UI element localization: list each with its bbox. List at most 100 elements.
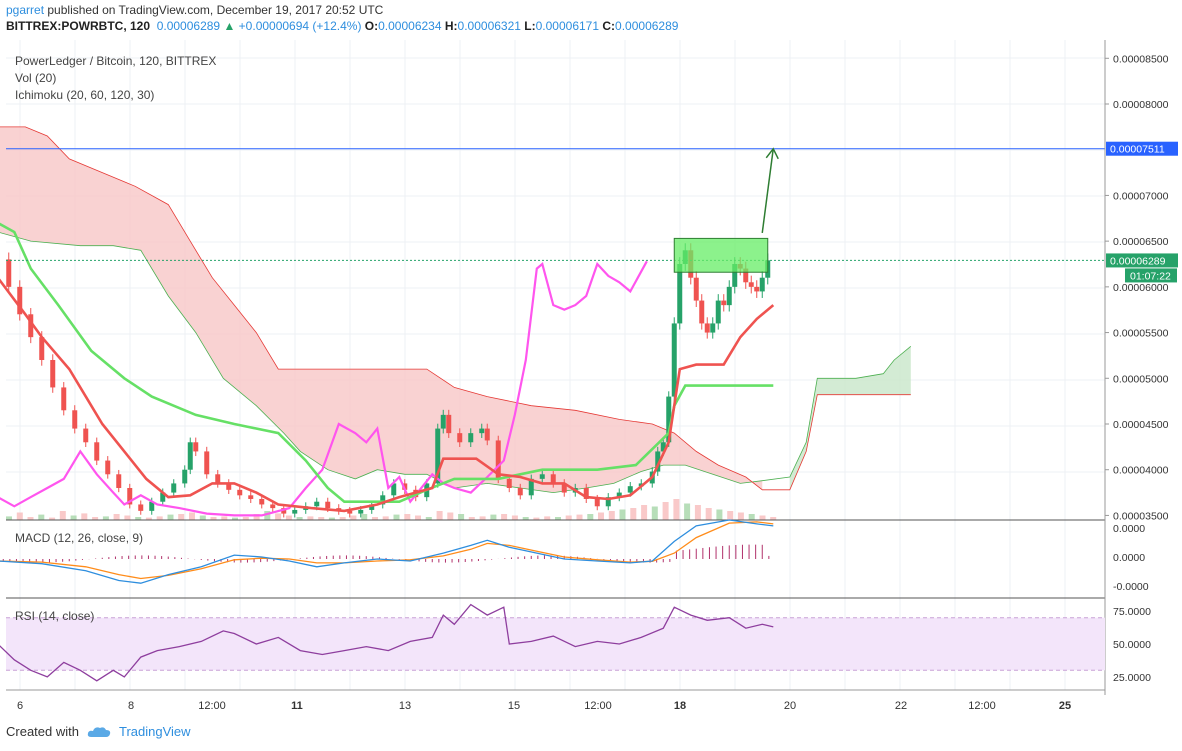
volume-bar — [307, 516, 314, 520]
candle-body — [517, 488, 523, 496]
time-tick-label: 11 — [291, 700, 303, 712]
volume-bar — [199, 515, 206, 520]
price-tick-label: 0.00003500 — [1113, 510, 1169, 522]
main-legend-entry: Vol (20) — [15, 71, 56, 85]
candle-body — [605, 497, 611, 507]
volume-bar — [275, 513, 282, 520]
author-link[interactable]: pgarret — [6, 3, 45, 17]
publisher-line: pgarret published on TradingView.com, De… — [6, 2, 383, 18]
candle-body — [380, 495, 386, 505]
candle-body — [160, 492, 166, 502]
price-tick-label: 0.00005500 — [1113, 328, 1169, 340]
change-value: +0.00000694 (+12.4%) — [238, 19, 362, 33]
candle-body — [28, 314, 34, 338]
rsi-tick-label: 75.0000 — [1113, 606, 1151, 618]
volume-bar — [490, 514, 497, 520]
resistance-price-label: 0.00007511 — [1110, 144, 1165, 156]
volume-bar — [210, 517, 217, 520]
candle-body — [204, 451, 210, 475]
time-tick-label: 13 — [399, 700, 411, 712]
candle-body — [484, 428, 490, 441]
rsi-tick-label: 25.0000 — [1113, 672, 1151, 684]
volume-bar — [630, 508, 637, 520]
main-legend-entry: Ichimoku (20, 60, 120, 30) — [15, 88, 154, 102]
time-tick-label: 18 — [674, 700, 686, 712]
price-tick-label: 0.00006000 — [1113, 282, 1169, 294]
chart-canvas[interactable]: 0.00008500 0.00008000 0.00007511 0.00007000… — [0, 40, 1182, 720]
ichimoku-cloud-bearish — [0, 126, 763, 493]
candle-body — [435, 428, 441, 484]
tradingview-brand-link[interactable]: TradingView — [118, 724, 191, 739]
ichimoku-cloud-bullish — [789, 346, 911, 490]
volume-bar — [684, 503, 691, 520]
candle-body — [72, 410, 78, 429]
published-text: published on TradingView.com, December 1… — [47, 3, 384, 17]
candle-body — [193, 442, 199, 452]
low-value: 0.00006171 — [535, 19, 600, 33]
close-value: 0.00006289 — [615, 19, 679, 33]
volume-bar — [328, 517, 335, 520]
volume-bar — [81, 513, 88, 520]
candle-body — [561, 483, 567, 493]
time-tick-label: 15 — [508, 700, 520, 712]
candle-body — [655, 451, 661, 472]
volume-bar — [264, 511, 271, 520]
candle-body — [237, 489, 243, 496]
time-tick-label: 12:00 — [968, 700, 996, 712]
macd-tick-label: 0.0000 — [1113, 523, 1145, 535]
volume-bar — [447, 512, 454, 520]
candle-body — [671, 323, 677, 397]
volume-bar — [727, 511, 734, 520]
time-tick-label: 25 — [1059, 700, 1071, 712]
candle-body — [732, 264, 738, 287]
candle-body — [116, 474, 122, 488]
candle-body — [715, 300, 721, 324]
time-tick-label: 12:00 — [584, 700, 612, 712]
volume-bar — [59, 511, 66, 520]
low-label: L: — [524, 19, 536, 33]
volume-bar — [576, 514, 583, 520]
volume-bar — [318, 517, 325, 520]
candle-body — [358, 509, 364, 514]
symbol-label: BITTREX:POWRBTC, 120 — [6, 19, 151, 33]
candle-body — [50, 360, 56, 388]
footer: Created with TradingView — [6, 724, 191, 739]
volume-bar — [253, 514, 260, 520]
candle-body — [105, 460, 111, 475]
up-arrow-icon: ▲ — [223, 19, 236, 33]
candle-body — [748, 282, 754, 287]
candle-body — [171, 483, 177, 493]
candle-body — [457, 433, 463, 443]
volume-bar — [458, 514, 465, 520]
volume-bar — [221, 516, 228, 520]
volume-bar — [102, 516, 109, 520]
candle-body — [550, 474, 556, 484]
high-value: 0.00006321 — [457, 19, 521, 33]
volume-bar — [339, 517, 346, 520]
candle-body — [127, 488, 133, 505]
last-price-label: 0.00006289 — [1110, 255, 1166, 267]
volume-bar — [404, 514, 411, 520]
volume-bar — [16, 512, 23, 520]
price-tick-label: 0.00006500 — [1113, 236, 1169, 248]
candle-body — [528, 478, 534, 496]
volume-bar — [468, 517, 475, 520]
volume-bar — [113, 514, 120, 520]
candle-body — [270, 504, 276, 509]
price-tick-label: 0.00004500 — [1113, 419, 1169, 431]
candle-body — [495, 440, 501, 479]
volume-bar — [124, 515, 131, 520]
volume-bar — [189, 512, 195, 520]
candle-body — [759, 277, 765, 292]
senkou-span-a-line — [0, 232, 912, 494]
candle-body — [248, 495, 254, 499]
volume-bar — [372, 517, 378, 520]
volume-bar — [361, 514, 368, 520]
volume-bar — [770, 517, 777, 520]
rsi-tick-label: 50.0000 — [1113, 639, 1151, 651]
main-legend-entry: PowerLedger / Bitcoin, 120, BITTREX — [15, 54, 216, 68]
candle-body — [83, 428, 89, 443]
volume-bar — [6, 516, 12, 520]
time-tick-label: 8 — [128, 700, 134, 712]
volume-bar — [178, 514, 185, 520]
